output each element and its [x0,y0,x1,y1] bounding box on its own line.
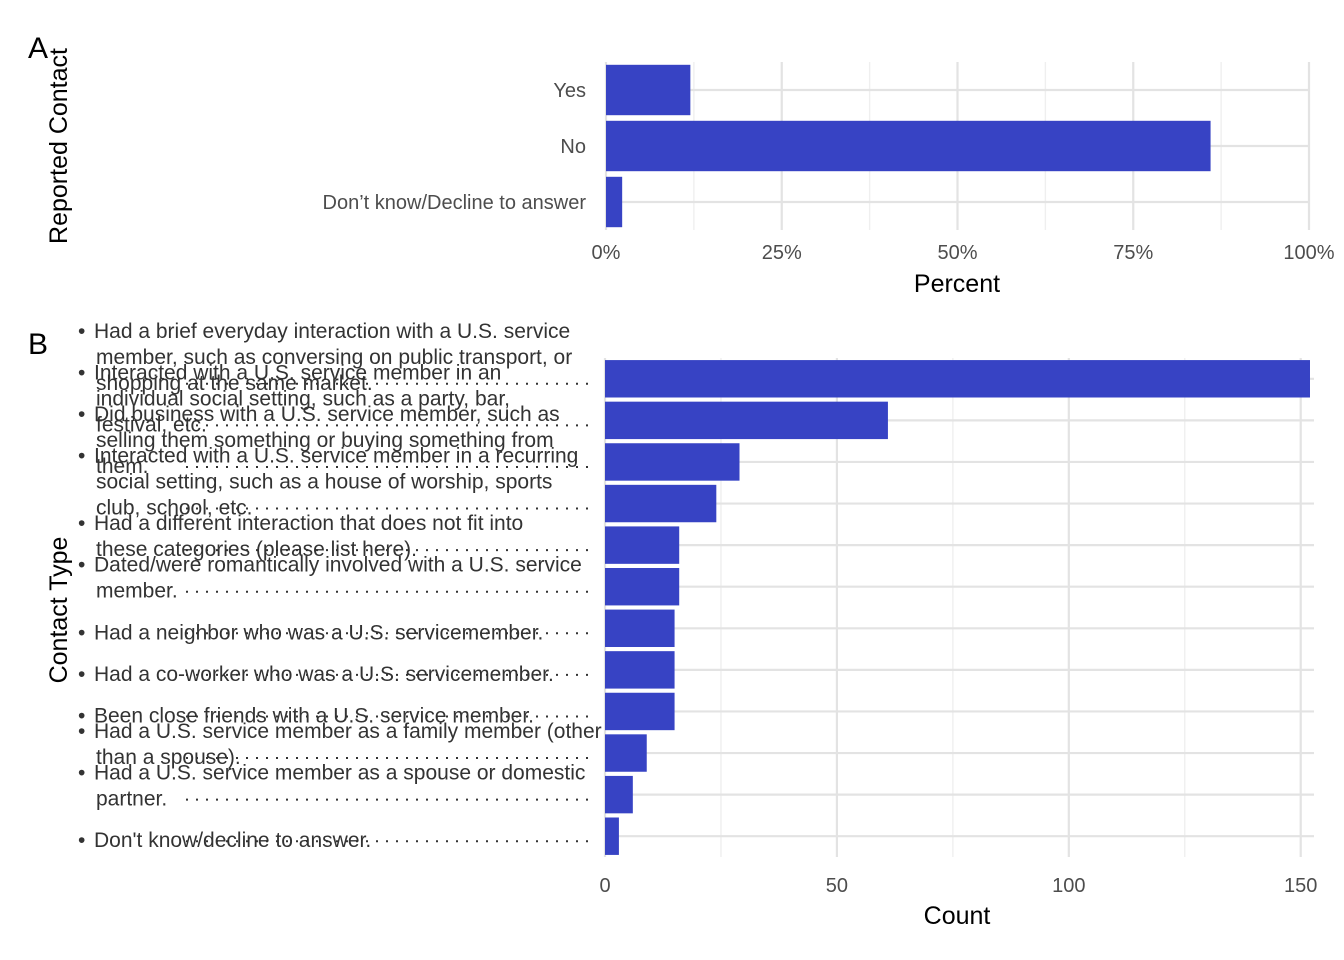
bullet-icon: • [78,663,85,686]
bullet-icon: • [78,403,85,426]
bullet-icon: • [78,445,85,468]
category-label: Interacted with a U.S. service member in… [94,445,578,520]
y-axis-title-a: Reported Contact [45,48,73,244]
category-label: Had a brief everyday interaction with a … [94,320,572,395]
category-label: Interacted with a U.S. service member in… [94,361,510,436]
category-label: Don’t know/Decline to answer [323,192,587,214]
bullet-icon: • [78,361,85,384]
bar [605,775,633,814]
category-label: Had a U.S. service member as a family me… [94,720,602,769]
category-labels-b: • Had a brief everyday interaction with a… [78,320,602,852]
panel-b: B • Had a brief everyday interaction with… [28,320,1317,930]
x-tick-label: 0 [599,875,610,897]
x-tick-labels-a: 0% 25% 50% 75% 100% [592,242,1335,264]
category-label: Been close friends with a U.S. service m… [94,704,534,727]
bar [605,484,717,523]
y-axis-title-b: Contact Type [45,537,73,684]
x-tick-labels-b: 0 50 100 150 [599,875,1317,897]
category-label: Had a different interaction that does no… [94,512,523,561]
panel-tag-b: B [28,328,48,361]
bar [605,609,675,648]
bar [605,443,740,481]
bar [606,120,1211,172]
category-label: Did business with a U.S. service member,… [94,403,560,478]
x-tick-label: 75% [1113,242,1153,264]
category-label: Had a neighbor who was a U.S. servicemem… [94,621,543,644]
category-label: Had a U.S. service member as a spouse or… [94,762,585,811]
x-tick-label: 25% [762,242,802,264]
bar [605,401,888,440]
category-label: No [560,136,586,158]
bullet-icon: • [78,829,85,852]
bars-a [606,64,1211,228]
x-tick-label: 0% [592,242,621,264]
bar [605,526,680,564]
category-label: Yes [553,80,586,102]
x-axis-title-a: Percent [914,270,1000,298]
bullet-icon: • [78,720,85,743]
x-tick-label: 50% [937,242,977,264]
category-label: Had a co-worker who was a U.S. serviceme… [94,663,554,686]
bar [605,360,1310,398]
bullet-icon: • [78,320,85,343]
bullet-icon: • [78,762,85,785]
x-tick-label: 100% [1283,242,1334,264]
x-tick-label: 150 [1284,875,1317,897]
category-label: Don't know/decline to answer. [94,829,371,852]
x-axis-title-b: Count [924,902,991,930]
bar [605,692,675,731]
x-tick-label: 50 [826,875,848,897]
x-tick-label: 100 [1052,875,1085,897]
panel-tag-a: A [28,32,48,65]
bar [605,734,647,772]
panel-a: A Yes No Don’t know/Decline to answer 0% 25… [28,32,1335,298]
bars-b [605,360,1310,855]
bar [605,567,680,606]
bar [606,176,623,228]
bar [605,651,675,689]
bullet-icon: • [78,554,85,577]
bullet-icon: • [78,704,85,727]
bullet-icon: • [78,512,85,535]
category-labels-a: Yes No Don’t know/Decline to answer [323,80,587,214]
bar [605,817,619,855]
category-label: Dated/were romantically involved with a … [94,554,582,603]
bullet-icon: • [78,621,85,644]
bar [606,64,691,116]
